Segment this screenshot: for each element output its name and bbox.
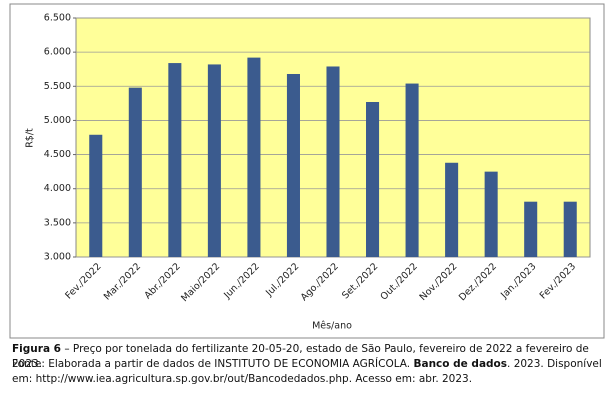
y-tick-label: 4.000 <box>44 183 71 194</box>
bar <box>405 83 419 257</box>
y-tick-label: 5.500 <box>44 81 71 92</box>
bar <box>89 134 103 257</box>
caption-text: – Preço por tonelada do fertilizante 20-… <box>12 343 589 370</box>
bar <box>326 66 340 258</box>
source-text: Fonte: Elaborada a partir de dados de IN… <box>12 358 414 370</box>
source-bold: Banco de dados <box>413 358 508 370</box>
caption: Figura 6 – Preço por tonelada do fertili… <box>12 342 612 372</box>
y-tick-label: 3.000 <box>44 252 71 263</box>
bar <box>207 64 221 257</box>
caption-label: Figura 6 <box>12 343 61 355</box>
bar <box>524 201 538 257</box>
y-tick-label: 5.000 <box>44 115 71 126</box>
y-tick-label: 6.500 <box>44 13 71 24</box>
y-tick-label: 4.500 <box>44 149 71 160</box>
bar <box>563 201 577 257</box>
x-axis-label: Mês/ano <box>312 321 352 332</box>
bar <box>168 63 182 257</box>
bar <box>445 162 459 257</box>
source-text: . 2023. Disponível em: http://www.iea.ag… <box>12 358 602 385</box>
bar <box>484 171 498 257</box>
bar <box>366 101 380 258</box>
bar <box>128 87 142 257</box>
chart: R$/t Mês/ano 3.000 3.500 4.000 4.500 5.000 5.… <box>9 3 605 339</box>
bar <box>286 73 300 257</box>
y-tick-label: 3.500 <box>44 217 71 228</box>
y-tick-label: 6.000 <box>44 47 71 58</box>
source: Fonte: Elaborada a partir de dados de IN… <box>12 357 612 387</box>
y-axis-label: R$/t <box>25 128 36 148</box>
bar <box>247 57 261 257</box>
